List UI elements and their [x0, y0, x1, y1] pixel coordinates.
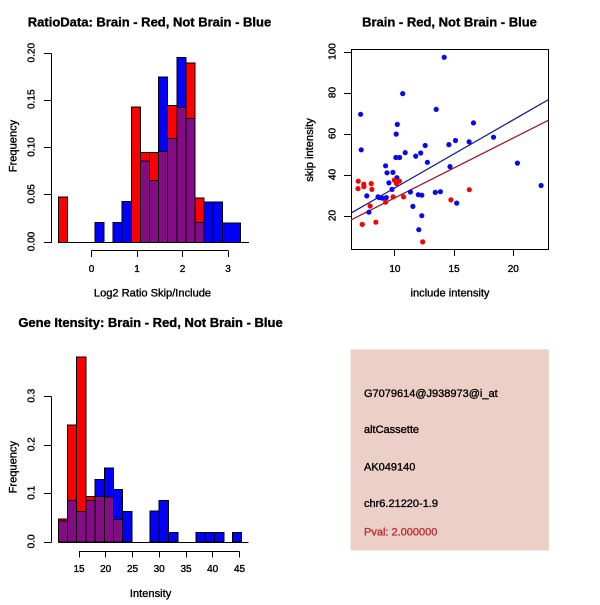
svg-text:altCassette: altCassette — [364, 424, 419, 436]
svg-text:include intensity: include intensity — [411, 288, 490, 300]
svg-text:100: 100 — [327, 43, 338, 60]
svg-text:0.1: 0.1 — [27, 485, 38, 499]
svg-text:60: 60 — [327, 128, 338, 140]
svg-text:20: 20 — [327, 210, 338, 222]
svg-text:15: 15 — [449, 264, 461, 275]
svg-text:3: 3 — [225, 264, 231, 275]
svg-text:45: 45 — [234, 564, 246, 575]
svg-text:2: 2 — [180, 264, 186, 275]
svg-text:Brain - Red, Not Brain - Blue: Brain - Red, Not Brain - Blue — [362, 14, 537, 29]
svg-text:1: 1 — [134, 264, 140, 275]
svg-text:0.10: 0.10 — [27, 137, 38, 157]
svg-text:0.15: 0.15 — [27, 89, 38, 109]
svg-text:0.2: 0.2 — [27, 437, 38, 451]
svg-text:Intensity: Intensity — [130, 588, 172, 600]
svg-text:80: 80 — [327, 87, 338, 99]
svg-text:20: 20 — [508, 264, 520, 275]
svg-text:0.3: 0.3 — [27, 388, 38, 402]
svg-text:0.05: 0.05 — [27, 184, 38, 204]
svg-text:Gene Itensity: Brain - Red, No: Gene Itensity: Brain - Red, Not Brain - … — [18, 315, 282, 330]
svg-text:RatioData: Brain - Red, Not Br: RatioData: Brain - Red, Not Brain - Blue — [28, 14, 271, 29]
svg-text:Frequency: Frequency — [8, 441, 20, 494]
svg-text:Log2 Ratio Skip/Include: Log2 Ratio Skip/Include — [94, 288, 211, 300]
svg-text:15: 15 — [73, 564, 85, 575]
svg-text:0: 0 — [89, 264, 95, 275]
svg-text:40: 40 — [207, 564, 219, 575]
svg-text:40: 40 — [327, 169, 338, 181]
svg-text:0.0: 0.0 — [27, 534, 38, 548]
svg-text:25: 25 — [127, 564, 139, 575]
svg-text:0.20: 0.20 — [27, 43, 38, 63]
svg-text:20: 20 — [100, 564, 112, 575]
svg-text:skip intensity: skip intensity — [304, 118, 316, 182]
svg-text:30: 30 — [154, 564, 166, 575]
svg-text:chr6.21220-1.9: chr6.21220-1.9 — [364, 498, 438, 510]
svg-text:0.00: 0.00 — [27, 231, 38, 251]
svg-text:Pval: 2.000000: Pval: 2.000000 — [364, 526, 437, 538]
svg-text:AK049140: AK049140 — [364, 461, 415, 473]
svg-text:Frequency: Frequency — [8, 119, 20, 172]
svg-text:G7079614@J938973@i_at: G7079614@J938973@i_at — [364, 388, 498, 400]
svg-text:35: 35 — [180, 564, 192, 575]
svg-text:10: 10 — [389, 264, 401, 275]
